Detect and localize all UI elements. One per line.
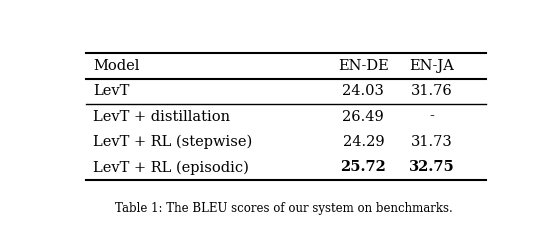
Text: Table 1: The BLEU scores of our system on benchmarks.: Table 1: The BLEU scores of our system o… [115, 202, 453, 215]
Text: 24.03: 24.03 [342, 84, 384, 98]
Text: -: - [429, 110, 434, 124]
Text: LevT + RL (stepwise): LevT + RL (stepwise) [93, 135, 252, 149]
Text: 32.75: 32.75 [409, 160, 455, 174]
Text: 26.49: 26.49 [342, 110, 384, 124]
Text: LevT: LevT [93, 84, 129, 98]
Text: 31.73: 31.73 [411, 135, 453, 149]
Text: EN-JA: EN-JA [409, 59, 454, 73]
Text: 24.29: 24.29 [342, 135, 384, 149]
Text: LevT + distillation: LevT + distillation [93, 110, 230, 124]
Text: Model: Model [93, 59, 139, 73]
Text: 25.72: 25.72 [340, 160, 386, 174]
Text: LevT + RL (episodic): LevT + RL (episodic) [93, 160, 249, 175]
Text: 31.76: 31.76 [411, 84, 453, 98]
Text: EN-DE: EN-DE [338, 59, 389, 73]
